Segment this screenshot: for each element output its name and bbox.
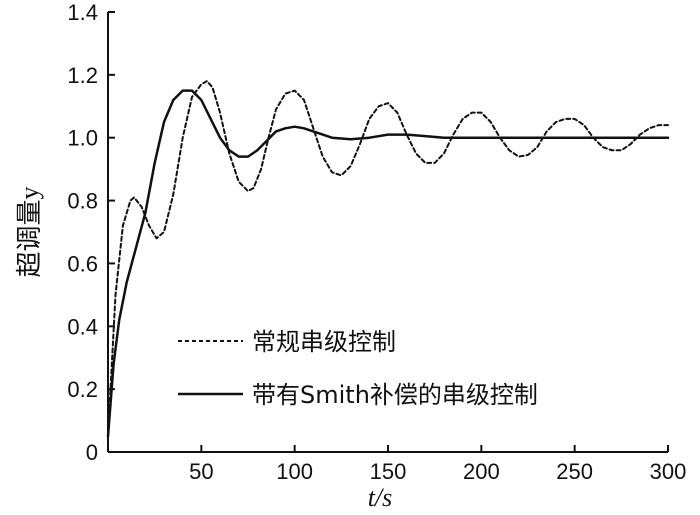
legend: 常规串级控制 带有Smith补偿的串级控制 <box>178 328 538 409</box>
series-layer <box>106 80 670 438</box>
y-tick-label: 0.4 <box>67 314 98 339</box>
y-tick-label: 0 <box>86 440 98 465</box>
plot-area: 0 0.2 0.4 0.6 0.8 1.0 1.2 1.4 50 100 150 200 250 300 <box>67 0 686 484</box>
x-tick-label: 150 <box>370 459 407 484</box>
x-tick-label: 250 <box>556 459 593 484</box>
x-ticks: 50 100 150 200 250 300 <box>189 445 686 484</box>
y-tick-label: 0.8 <box>67 189 98 214</box>
legend-label-smith: 带有Smith补偿的串级控制 <box>252 381 538 409</box>
legend-label-conventional: 常规串级控制 <box>252 328 396 356</box>
x-tick-label: 100 <box>276 459 313 484</box>
series-line-conventional <box>107 80 669 438</box>
y-tick-label: 1.0 <box>67 126 98 151</box>
x-tick-label: 300 <box>650 459 687 484</box>
series-line-smith <box>106 89 670 438</box>
x-tick-label: 200 <box>463 459 500 484</box>
y-tick-label: 0.6 <box>67 251 98 276</box>
y-tick-label: 1.4 <box>67 0 98 25</box>
y-ticks: 0 0.2 0.4 0.6 0.8 1.0 1.2 1.4 <box>67 0 115 465</box>
x-tick-label: 50 <box>189 459 213 484</box>
y-axis-label: 超调量y <box>15 186 44 277</box>
y-tick-label: 1.2 <box>67 63 98 88</box>
y-tick-label: 0.2 <box>67 377 98 402</box>
x-axis-label: t/s <box>368 483 393 512</box>
